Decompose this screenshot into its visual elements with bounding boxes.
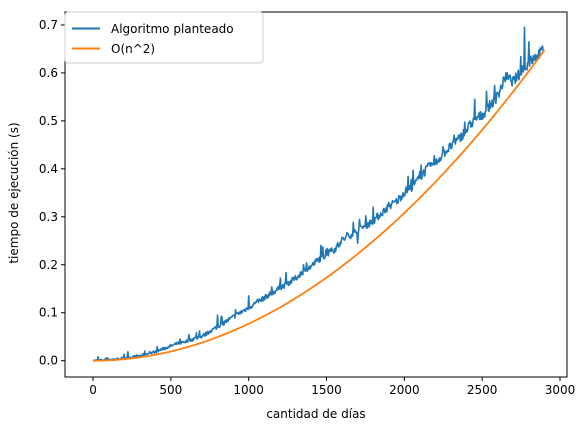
legend: Algoritmo planteado O(n^2): [64, 11, 264, 64]
series-line-o-n2: [93, 49, 546, 362]
x-tick-label: 1000: [233, 383, 264, 397]
series-line-algoritmo: [92, 26, 545, 362]
x-tick-label: 3000: [545, 383, 576, 397]
y-tick-label: 0.5: [39, 114, 58, 128]
y-axis-label: tiempo de ejecución (s): [7, 122, 21, 263]
y-tick-label: 0.4: [39, 162, 58, 176]
y-tick-label: 0.0: [39, 354, 58, 368]
x-tick-label: 500: [159, 383, 182, 397]
legend-box: [64, 11, 264, 64]
y-tick-label: 0.2: [39, 258, 58, 272]
x-axis-ticks: 0 500 1000 1500 2000 2500 3000: [89, 377, 575, 397]
x-axis-label: cantidad de días: [266, 407, 365, 421]
x-tick-label: 1500: [311, 383, 342, 397]
legend-label-o-n2: O(n^2): [111, 42, 155, 56]
y-tick-label: 0.1: [39, 306, 58, 320]
y-axis-ticks: 0.0 0.1 0.2 0.3 0.4 0.5 0.6 0.7: [39, 18, 65, 368]
plot-area: [64, 11, 568, 378]
plot-frame: [64, 11, 568, 378]
y-tick-label: 0.7: [39, 18, 58, 32]
x-tick-label: 2500: [467, 383, 498, 397]
y-tick-label: 0.6: [39, 66, 58, 80]
x-tick-label: 0: [89, 383, 97, 397]
x-tick-label: 2000: [389, 383, 420, 397]
y-tick-label: 0.3: [39, 210, 58, 224]
legend-label-algoritmo: Algoritmo planteado: [111, 22, 234, 36]
